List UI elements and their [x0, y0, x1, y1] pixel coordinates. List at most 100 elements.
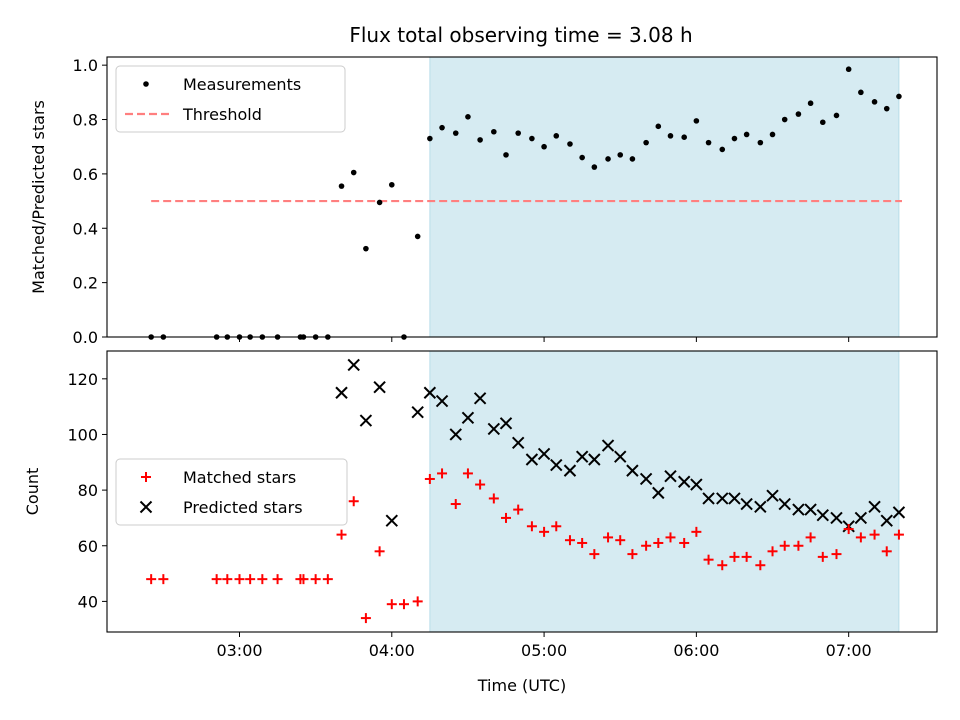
- predicted-star-point: [601, 439, 615, 452]
- measurement-point: [643, 139, 649, 146]
- predicted-star-point: [525, 453, 539, 466]
- measurement-point: [579, 154, 585, 161]
- predicted-star-point: [499, 417, 513, 430]
- measurement-point: [719, 146, 726, 153]
- legend-marker-predicted: [139, 500, 153, 514]
- predicted-star-point: [639, 472, 653, 486]
- measurement-point: [781, 116, 788, 123]
- bottom-axes-frame: [106, 350, 938, 633]
- matched-star-point: [703, 554, 714, 565]
- matched-star-point: [767, 546, 778, 557]
- matched-star-point: [322, 574, 333, 585]
- matched-star-point: [374, 546, 385, 557]
- matched-star-point: [741, 551, 752, 562]
- predicted-star-point: [473, 392, 487, 405]
- predicted-star-point: [766, 489, 779, 502]
- predicted-star-point: [652, 486, 665, 500]
- measurement-point: [388, 181, 395, 188]
- matched-star-point: [881, 546, 892, 557]
- matched-star-point: [437, 468, 448, 479]
- matched-star-point: [488, 493, 499, 504]
- bottom-xtick-label: 07:00: [826, 641, 872, 660]
- measurement-point: [807, 100, 814, 107]
- bottom-panel: 40 60 80 100 120 03:00 04:00 05:00 06:00 07:00 C…: [23, 350, 938, 695]
- predicted-star-point: [690, 478, 703, 491]
- matched-star-points: [146, 468, 904, 624]
- matched-star-point: [817, 551, 828, 562]
- matched-star-point: [158, 574, 169, 585]
- legend-marker-matched: [141, 472, 151, 482]
- bottom-ytick-label: 60: [78, 537, 98, 556]
- measurement-point: [769, 131, 776, 138]
- matched-star-point: [310, 574, 321, 585]
- bottom-ytick-label: 40: [78, 592, 98, 611]
- measurement-points: [148, 66, 902, 340]
- bottom-x-ticks: 03:00 04:00 05:00 06:00 07:00: [216, 632, 872, 660]
- measurement-point: [553, 133, 560, 139]
- matched-star-point: [551, 521, 562, 532]
- measurement-point: [757, 139, 764, 146]
- chart-title: Flux total observing time = 3.08 h: [349, 23, 692, 47]
- measurement-point: [693, 118, 700, 124]
- top-ytick-label: 0.4: [73, 219, 98, 238]
- top-ytick-label: 0.6: [73, 165, 98, 184]
- matched-star-point: [855, 532, 866, 543]
- measurement-point: [731, 135, 738, 142]
- matched-star-point: [831, 549, 842, 560]
- legend-x-glyph: [139, 500, 153, 514]
- matched-star-point: [298, 574, 309, 585]
- measurement-point: [871, 99, 878, 105]
- predicted-star-point: [373, 380, 386, 394]
- bottom-ytick-label: 100: [67, 425, 98, 444]
- predicted-star-point: [740, 497, 753, 511]
- predicted-star-point: [804, 503, 817, 516]
- measurement-point: [896, 93, 902, 100]
- matched-star-point: [398, 599, 409, 610]
- matched-star-point: [386, 599, 397, 610]
- matched-star-point: [843, 524, 854, 535]
- matched-star-point: [424, 473, 435, 484]
- matched-star-point: [615, 535, 626, 546]
- predicted-star-point: [816, 508, 829, 522]
- matched-star-point: [755, 560, 766, 571]
- measurement-point: [529, 135, 535, 142]
- top-panel: 0.0 0.2 0.4 0.6 0.8 1.0 Matched/Predicted sta…: [29, 56, 938, 347]
- predicted-star-point: [830, 511, 843, 525]
- matched-star-point: [513, 504, 524, 515]
- bottom-highlight-span: [429, 350, 900, 633]
- predicted-star-point: [423, 386, 437, 399]
- measurement-point: [605, 156, 611, 162]
- predicted-star-point: [461, 411, 475, 424]
- measurement-point: [465, 114, 471, 120]
- measurement-point: [833, 112, 840, 119]
- predicted-star-points: [335, 358, 906, 533]
- matched-star-point: [234, 574, 245, 585]
- matched-star-point: [257, 574, 268, 585]
- measurement-point: [477, 137, 483, 143]
- measurement-point: [883, 105, 890, 112]
- x-axis-label: Time (UTC): [477, 676, 566, 695]
- matched-star-point: [691, 526, 702, 537]
- top-ytick-label: 1.0: [73, 56, 98, 75]
- matched-star-point: [627, 549, 638, 560]
- measurement-point: [515, 130, 521, 136]
- measurement-point: [655, 123, 662, 130]
- matched-star-point: [893, 529, 904, 540]
- predicted-star-point: [511, 436, 525, 450]
- predicted-star-point: [347, 358, 360, 372]
- legend-label-threshold: Threshold: [182, 105, 262, 124]
- matched-star-point: [793, 540, 804, 551]
- matched-star-point: [539, 526, 550, 537]
- matched-star-point: [462, 468, 473, 479]
- matched-star-point: [589, 549, 600, 560]
- measurement-point: [491, 128, 497, 135]
- predicted-star-point: [754, 500, 767, 514]
- matched-star-point: [717, 560, 728, 571]
- predicted-star-point: [778, 497, 791, 511]
- predicted-star-point: [385, 514, 398, 527]
- predicted-star-point: [411, 406, 424, 419]
- predicted-star-point: [664, 469, 677, 483]
- legend-entry-predicted: Predicted stars: [139, 498, 303, 517]
- legend-entry-threshold: Threshold: [125, 105, 262, 124]
- measurement-point: [743, 131, 750, 138]
